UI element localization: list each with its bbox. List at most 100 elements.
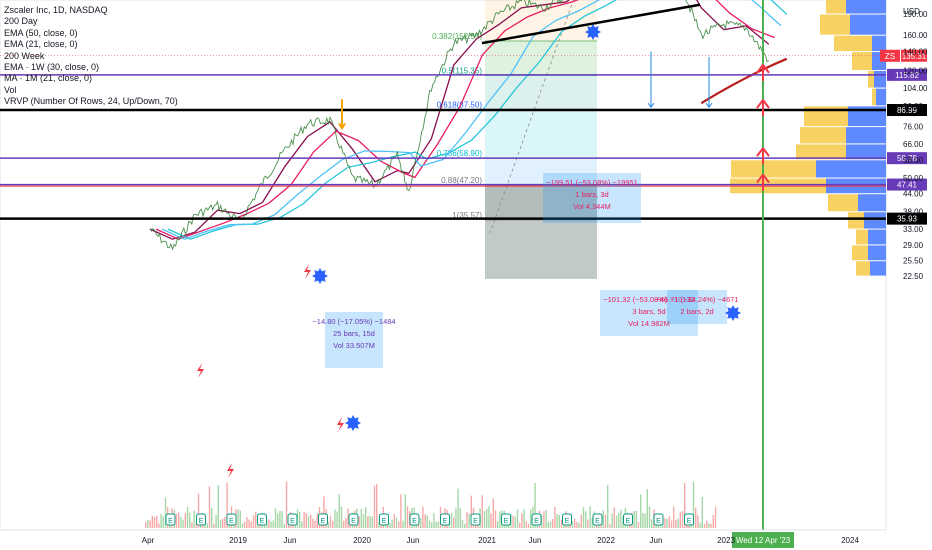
earnings-marker: E bbox=[501, 513, 511, 526]
earnings-marker: E bbox=[531, 513, 542, 526]
vrvp-up-8 bbox=[874, 71, 886, 88]
measure-text-0-0: −14.80 (−17.05%) −1484 bbox=[312, 317, 395, 326]
volume-bar bbox=[486, 508, 488, 528]
volume-bar bbox=[470, 495, 472, 528]
earnings-marker: E bbox=[623, 513, 633, 526]
volume-bar bbox=[675, 520, 677, 528]
volume-bar bbox=[587, 519, 589, 528]
volume-bar bbox=[266, 521, 268, 528]
earnings-letter: E bbox=[412, 518, 417, 525]
volume-bar bbox=[554, 507, 556, 528]
volume-bar bbox=[582, 507, 585, 528]
measure-box-2 bbox=[600, 290, 698, 336]
volume-bar bbox=[338, 494, 340, 528]
volume-bar bbox=[560, 519, 563, 528]
volume-bar bbox=[314, 520, 316, 528]
volume-bar bbox=[591, 518, 593, 528]
volume-bar bbox=[191, 522, 193, 528]
volume-bar bbox=[703, 523, 706, 528]
volume-bar bbox=[226, 482, 228, 528]
vrvp-up-15 bbox=[858, 194, 886, 212]
volume-bar bbox=[178, 512, 180, 528]
volume-bar bbox=[193, 510, 195, 528]
measure-box-3 bbox=[667, 290, 727, 324]
volume-bar bbox=[279, 511, 281, 528]
price-tick-20: 25.50 bbox=[903, 257, 924, 266]
time-axis[interactable]: Apr 2019 Jun 2020 Jun 2021 Jun 2022 Jun 2023 2024 bbox=[0, 529, 886, 545]
orange-down-arrow bbox=[338, 99, 346, 131]
measure-text-3-1: 2 bars, 2d bbox=[680, 307, 713, 316]
volume-bar bbox=[428, 520, 431, 528]
level-tag-bg-1 bbox=[887, 68, 927, 81]
volume-bar bbox=[272, 520, 274, 528]
vrvp-down-4 bbox=[826, 0, 846, 14]
volume-bar bbox=[224, 517, 226, 528]
earnings-marker: E bbox=[684, 513, 694, 526]
volume-bar bbox=[211, 508, 213, 528]
burst-icon-3 bbox=[725, 305, 741, 321]
earnings-box bbox=[379, 513, 389, 526]
level-tag-5: 35.93 bbox=[897, 215, 918, 224]
volume-bar bbox=[710, 523, 712, 528]
volume-bar bbox=[494, 510, 497, 528]
earnings-box bbox=[684, 513, 694, 526]
price-axis[interactable]: USD 420.00380.00340.00300.00260.00220.00… bbox=[903, 0, 928, 281]
volume-bar bbox=[281, 510, 283, 528]
time-tick-6: Jun bbox=[529, 536, 542, 545]
earnings-marker: E bbox=[226, 513, 237, 526]
earnings-letter: E bbox=[351, 518, 356, 525]
volume-bar bbox=[644, 513, 646, 528]
volume-bar bbox=[219, 519, 222, 528]
volume-bar bbox=[277, 513, 279, 528]
volume-bar bbox=[241, 523, 244, 528]
volume-bar bbox=[585, 511, 587, 528]
volume-bar bbox=[499, 511, 501, 528]
volume-bar bbox=[556, 514, 558, 528]
vrvp-up-18 bbox=[868, 245, 886, 261]
volume-bar bbox=[404, 494, 406, 528]
measure-box-1 bbox=[543, 173, 641, 223]
volume-bar bbox=[712, 515, 714, 528]
earnings-letter: E bbox=[626, 518, 631, 525]
price-tick-9: 120.00 bbox=[903, 67, 928, 76]
volume-bar bbox=[464, 523, 466, 528]
volume-bar bbox=[365, 507, 367, 528]
volume-bar bbox=[246, 517, 248, 528]
volume-bar bbox=[402, 520, 404, 528]
time-tick-2: Jun bbox=[284, 536, 297, 545]
volume-bar bbox=[422, 506, 424, 528]
earnings-marker: E bbox=[287, 513, 298, 526]
volume-bar bbox=[677, 518, 679, 528]
earnings-letter: E bbox=[382, 518, 387, 525]
volume-bar bbox=[153, 516, 156, 528]
price-tick-19: 29.00 bbox=[903, 241, 924, 250]
volume-bar bbox=[543, 511, 545, 528]
earnings-marker: E bbox=[409, 513, 420, 526]
volume-bar bbox=[250, 521, 252, 528]
vrvp-up-12 bbox=[846, 144, 886, 160]
volume-bar bbox=[303, 511, 305, 528]
volume-bar bbox=[637, 521, 640, 528]
volume-bar bbox=[516, 509, 519, 528]
volume-bar bbox=[481, 495, 483, 528]
price-tick-10: 104.00 bbox=[903, 84, 928, 93]
earnings-letter: E bbox=[473, 518, 478, 525]
volume-bar bbox=[648, 506, 651, 528]
earnings-box bbox=[501, 513, 511, 526]
lightning-icon-1 bbox=[227, 463, 234, 478]
volume-bar bbox=[609, 523, 611, 528]
volume-bar bbox=[189, 512, 191, 528]
volume-bar bbox=[437, 521, 439, 528]
vrvp-up-5 bbox=[850, 14, 886, 35]
vrvp-down-5 bbox=[820, 14, 850, 35]
earnings-box bbox=[165, 513, 176, 526]
measure-text-1-1: 1 bars, 3d bbox=[575, 190, 608, 199]
volume-bar bbox=[635, 510, 637, 528]
volume-bar bbox=[343, 520, 345, 528]
price-tick-5: 220.00 bbox=[903, 0, 928, 1]
volume-bar bbox=[213, 523, 215, 528]
price-tick-12: 76.00 bbox=[903, 123, 924, 132]
time-tick-7: 2022 bbox=[597, 536, 615, 545]
